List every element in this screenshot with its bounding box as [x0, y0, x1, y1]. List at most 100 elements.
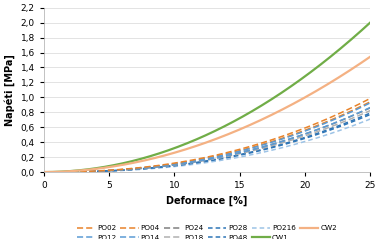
- PO28: [260, 148, 264, 151]
- PO48: [99, 170, 104, 173]
- PO216: [368, 118, 372, 120]
- PO18: [287, 139, 292, 142]
- X-axis label: Deformace [%]: Deformace [%]: [166, 196, 248, 206]
- PO24: [234, 152, 238, 155]
- PO02: [125, 167, 130, 170]
- PO12: [189, 160, 194, 163]
- CW1: [234, 119, 238, 122]
- PO12: [234, 151, 238, 153]
- PO14: [125, 168, 130, 171]
- PO48: [260, 149, 264, 152]
- PO18: [41, 171, 46, 174]
- PO216: [287, 144, 292, 147]
- Line: PO24: PO24: [44, 108, 370, 172]
- Line: PO12: PO12: [44, 103, 370, 172]
- PO12: [287, 135, 292, 138]
- PO18: [189, 161, 194, 164]
- PO04: [368, 100, 372, 103]
- PO02: [99, 169, 104, 172]
- CW2: [99, 167, 104, 170]
- PO12: [99, 169, 104, 172]
- Line: PO216: PO216: [44, 119, 370, 172]
- CW1: [189, 140, 194, 143]
- CW2: [125, 163, 130, 165]
- CW1: [125, 161, 130, 164]
- Line: PO18: PO18: [44, 111, 370, 172]
- PO02: [287, 132, 292, 135]
- CW2: [234, 130, 238, 132]
- PO28: [99, 170, 104, 173]
- PO216: [125, 169, 130, 172]
- Line: PO48: PO48: [44, 114, 370, 172]
- PO04: [125, 168, 130, 171]
- Line: PO28: PO28: [44, 113, 370, 172]
- PO02: [234, 149, 238, 152]
- PO04: [189, 160, 194, 163]
- CW2: [368, 55, 372, 58]
- CW1: [260, 104, 264, 107]
- CW1: [368, 21, 372, 24]
- PO24: [41, 171, 46, 174]
- PO24: [260, 146, 264, 149]
- PO02: [189, 159, 194, 162]
- PO12: [125, 168, 130, 171]
- CW2: [287, 104, 292, 107]
- PO14: [260, 146, 264, 149]
- Line: PO14: PO14: [44, 108, 370, 172]
- PO04: [260, 143, 264, 146]
- CW2: [189, 146, 194, 149]
- PO18: [368, 109, 372, 112]
- PO14: [99, 170, 104, 173]
- PO28: [234, 154, 238, 157]
- PO18: [125, 168, 130, 171]
- PO24: [99, 169, 104, 172]
- PO12: [368, 102, 372, 104]
- PO48: [287, 141, 292, 144]
- PO24: [368, 106, 372, 109]
- PO24: [125, 168, 130, 171]
- CW2: [260, 118, 264, 121]
- PO12: [260, 144, 264, 147]
- PO216: [99, 170, 104, 173]
- PO04: [41, 171, 46, 174]
- PO48: [41, 171, 46, 174]
- PO02: [368, 97, 372, 100]
- PO28: [287, 141, 292, 144]
- PO04: [234, 150, 238, 153]
- PO24: [189, 161, 194, 163]
- PO14: [287, 138, 292, 141]
- Line: CW1: CW1: [44, 23, 370, 172]
- PO48: [368, 113, 372, 116]
- PO02: [41, 171, 46, 174]
- PO02: [260, 141, 264, 144]
- PO48: [189, 162, 194, 165]
- CW1: [287, 86, 292, 89]
- Legend: PO02, PO12, PO04, PO14, PO24, PO18, PO28, PO48, PO216, CW1, CW2: PO02, PO12, PO04, PO14, PO24, PO18, PO28…: [77, 225, 337, 239]
- PO18: [260, 147, 264, 150]
- PO18: [99, 170, 104, 173]
- PO14: [368, 106, 372, 109]
- PO28: [368, 112, 372, 114]
- PO216: [234, 156, 238, 159]
- CW1: [99, 166, 104, 169]
- PO04: [99, 169, 104, 172]
- Line: PO02: PO02: [44, 98, 370, 172]
- PO28: [41, 171, 46, 174]
- PO216: [189, 163, 194, 166]
- Line: PO04: PO04: [44, 102, 370, 172]
- PO12: [41, 171, 46, 174]
- PO24: [287, 138, 292, 141]
- PO14: [234, 152, 238, 155]
- PO14: [189, 161, 194, 164]
- PO04: [287, 134, 292, 137]
- PO18: [234, 153, 238, 156]
- PO48: [125, 168, 130, 171]
- PO28: [125, 168, 130, 171]
- PO48: [234, 154, 238, 157]
- Y-axis label: Napéti [MPa]: Napéti [MPa]: [4, 54, 15, 126]
- PO216: [41, 171, 46, 174]
- PO28: [189, 162, 194, 165]
- PO14: [41, 171, 46, 174]
- Line: CW2: CW2: [44, 57, 370, 172]
- CW2: [41, 171, 46, 174]
